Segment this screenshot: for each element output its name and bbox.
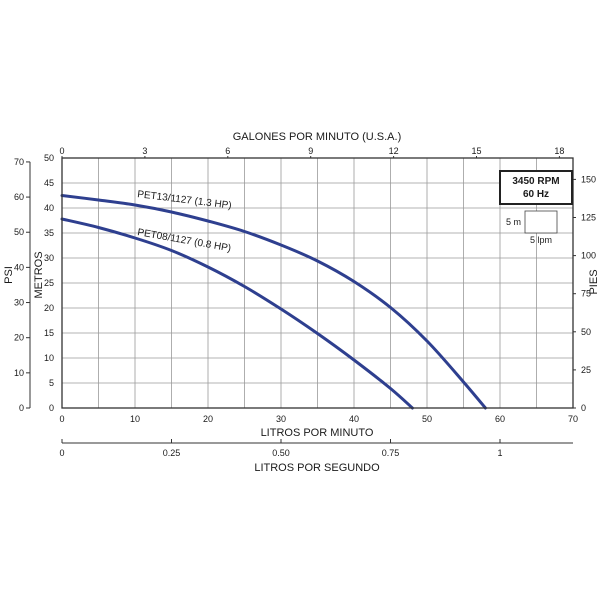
x-tick-label: 30 xyxy=(276,414,286,424)
series-curves xyxy=(60,194,487,410)
legend-hz: 60 Hz xyxy=(523,189,549,200)
pies-tick-label: 0 xyxy=(581,403,586,413)
pies-tick-label: 75 xyxy=(581,289,591,299)
legend-frame xyxy=(499,170,573,205)
gpm-tick-label: 18 xyxy=(554,146,564,156)
psi-tick-label: 60 xyxy=(14,192,24,202)
top-axis-title: GALONES POR MINUTO (U.S.A.) xyxy=(233,131,402,143)
y-tick-label: 10 xyxy=(44,353,54,363)
pies-tick-label: 50 xyxy=(581,327,591,337)
psi-tick-label: 30 xyxy=(14,298,24,308)
lps-tick-label: 1 xyxy=(497,448,502,458)
lps-tick-label: 0.25 xyxy=(163,448,181,458)
psi-tick-label: 10 xyxy=(14,368,24,378)
psi-tick-label: 40 xyxy=(14,262,24,272)
y-tick-label: 50 xyxy=(44,153,54,163)
y-tick-label: 20 xyxy=(44,303,54,313)
psi-axis-title: PSI xyxy=(3,266,15,284)
y-tick-label: 15 xyxy=(44,328,54,338)
pies-tick-label: 25 xyxy=(581,365,591,375)
y-tick-label: 45 xyxy=(44,178,54,188)
scale-height-label: 5 m xyxy=(506,217,521,227)
lps-axis-title: LITROS POR SEGUNDO xyxy=(254,462,380,474)
plot-frame xyxy=(61,157,574,409)
y-axis-title: METROS xyxy=(33,251,45,298)
x-tick-label: 20 xyxy=(203,414,213,424)
gpm-tick-label: 0 xyxy=(59,146,64,156)
x-tick-label: 40 xyxy=(349,414,359,424)
psi-tick-label: 50 xyxy=(14,227,24,237)
series-label-pet08: PET08/1127 (0.8 HP) xyxy=(136,227,231,254)
x-tick-label: 70 xyxy=(568,414,578,424)
y-tick-label: 30 xyxy=(44,253,54,263)
x-tick-label: 0 xyxy=(59,414,64,424)
pies-axis-title: PIES xyxy=(588,269,600,294)
x-tick-label: 60 xyxy=(495,414,505,424)
y-tick-label: 0 xyxy=(49,403,54,413)
pies-tick-label: 125 xyxy=(581,213,596,223)
series-curve-1 xyxy=(60,217,414,410)
gpm-tick-label: 15 xyxy=(471,146,481,156)
x-tick-label: 10 xyxy=(130,414,140,424)
scale-width-label: 5 lpm xyxy=(530,235,552,245)
psi-tick-label: 0 xyxy=(19,403,24,413)
psi-tick-label: 70 xyxy=(14,157,24,167)
y-tick-label: 35 xyxy=(44,228,54,238)
gpm-tick-label: 12 xyxy=(389,146,399,156)
pies-tick-label: 100 xyxy=(581,251,596,261)
x-tick-label: 50 xyxy=(422,414,432,424)
legend-rpm: 3450 RPM xyxy=(512,176,559,187)
x-axis-title: LITROS POR MINUTO xyxy=(261,427,374,439)
lps-tick-label: 0.75 xyxy=(382,448,400,458)
y-tick-label: 5 xyxy=(49,378,54,388)
lps-tick-label: 0.50 xyxy=(272,448,290,458)
legend-box: 3450 RPM 60 Hz 5 m 5 lpm xyxy=(499,170,573,245)
series-curve-0 xyxy=(60,194,487,410)
scale-box xyxy=(524,210,558,234)
lps-tick-label: 0 xyxy=(59,448,64,458)
gpm-tick-label: 3 xyxy=(142,146,147,156)
gpm-tick-label: 6 xyxy=(225,146,230,156)
gpm-tick-label: 9 xyxy=(308,146,313,156)
y-tick-label: 25 xyxy=(44,278,54,288)
psi-tick-label: 20 xyxy=(14,333,24,343)
y-tick-label: 40 xyxy=(44,203,54,213)
pies-tick-label: 150 xyxy=(581,174,596,184)
